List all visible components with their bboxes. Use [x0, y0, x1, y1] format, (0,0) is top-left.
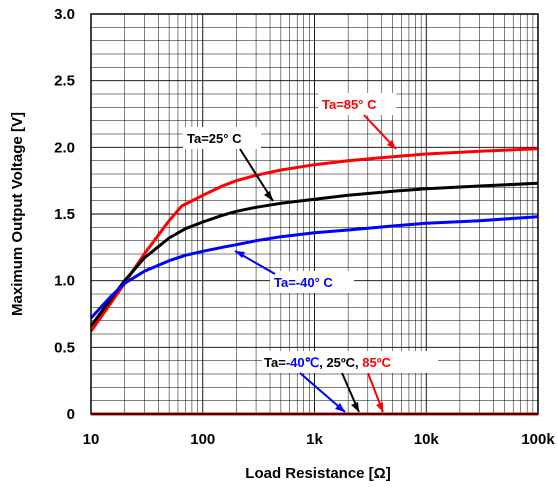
low-cold: -40℃ — [286, 355, 319, 370]
label-m40c-text: Ta=-40° C — [274, 275, 333, 290]
label-25c-text: Ta=25° C — [187, 131, 242, 146]
x-axis-label: Load Resistance [Ω] — [245, 465, 390, 482]
label-25c: Ta=25° C — [183, 127, 274, 202]
tick-labels: 10 100 1k 10k 100k 0 0.5 1.0 1.5 2.0 2.5 3.0 — [54, 6, 555, 448]
label-85c-text: Ta=85° C — [322, 97, 377, 112]
plot-frame — [90, 13, 539, 415]
low-annotation: Ta=-40℃, 25ºC, 85ºC — [262, 351, 438, 413]
x-tick-label: 10k — [414, 431, 440, 448]
low-annotation-text: Ta=-40℃, 25ºC, 85ºC — [264, 355, 391, 370]
x-tick-label: 100k — [521, 431, 555, 448]
y-tick-label: 2.0 — [54, 139, 75, 156]
label-85c: Ta=85° C — [318, 93, 397, 150]
low-prefix: Ta= — [264, 355, 286, 370]
y-tick-label: 1.5 — [54, 206, 75, 223]
x-tick-label: 100 — [190, 431, 215, 448]
low-room: 25ºC — [326, 355, 355, 370]
low-hot: 85ºC — [362, 355, 391, 370]
series-line-1 — [89, 181, 539, 327]
x-tick-label: 10 — [83, 431, 100, 448]
series-line-2 — [89, 215, 539, 320]
y-tick-label: 0 — [67, 406, 75, 423]
y-tick-label: 3.0 — [54, 6, 75, 23]
low-sep2: , — [355, 355, 362, 370]
low-sep1: , — [319, 355, 326, 370]
y-tick-label: 2.5 — [54, 73, 75, 90]
label-m40c: Ta=-40° C — [234, 250, 354, 293]
y-axis-label: Maximum Output Voltage [V] — [9, 112, 26, 316]
x-tick-label: 1k — [306, 431, 323, 448]
y-tick-label: 0.5 — [54, 339, 75, 356]
y-tick-label: 1.0 — [54, 273, 75, 290]
grid — [90, 14, 538, 414]
